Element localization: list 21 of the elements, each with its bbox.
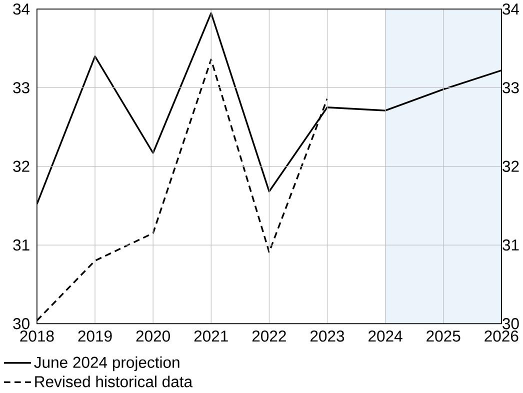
y2-tick-label: 31 — [502, 239, 519, 251]
legend-label: Revised historical data — [35, 376, 193, 388]
x-tick-label: 2026 — [484, 330, 518, 342]
y2-tick-label: 30 — [502, 318, 519, 330]
y-tick-label: 31 — [13, 239, 30, 251]
y2-tick-label: 34 — [502, 4, 520, 15]
y-tick-label: 30 — [13, 318, 30, 330]
x-tick-label: 2024 — [368, 330, 402, 342]
y-tick-label: 33 — [13, 82, 30, 94]
y2-tick-label: 32 — [502, 160, 519, 172]
legend-label: June 2024 projection — [34, 356, 180, 372]
x-tick-label: 2019 — [78, 330, 112, 342]
x-tick-label: 2025 — [426, 330, 460, 342]
y-tick-label: 32 — [13, 160, 30, 172]
y-tick-label: 34 — [13, 4, 30, 15]
x-tick-label: 2022 — [252, 330, 286, 342]
x-tick-label: 2023 — [310, 330, 344, 342]
x-tick-label: 2021 — [194, 330, 228, 342]
x-tick-label: 2020 — [136, 330, 170, 342]
x-tick-label: 2018 — [20, 330, 54, 342]
y2-tick-label: 33 — [502, 82, 519, 94]
